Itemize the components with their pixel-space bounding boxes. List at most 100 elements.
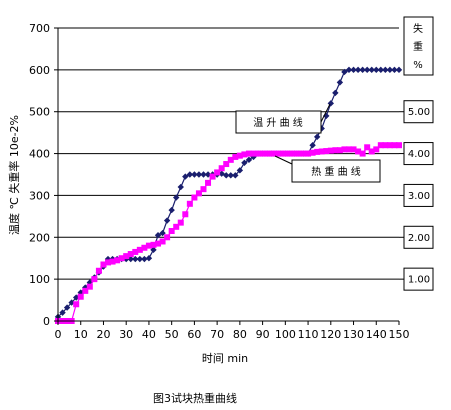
y-tick-label: 0 bbox=[43, 315, 50, 328]
weight_loss-point bbox=[164, 234, 171, 241]
weight-loss-callout-box bbox=[291, 159, 381, 183]
weight_loss-point bbox=[218, 165, 225, 172]
weight_loss-point bbox=[268, 150, 275, 157]
weight_loss-point bbox=[232, 153, 239, 160]
weight_loss-point bbox=[264, 150, 271, 157]
weight_loss-point bbox=[177, 219, 184, 226]
x-tick-label: 120 bbox=[320, 328, 341, 341]
x-tick-label: 90 bbox=[256, 328, 270, 341]
temperature-point bbox=[368, 66, 375, 74]
weight_loss-point bbox=[114, 257, 121, 264]
weight_loss-point bbox=[377, 142, 384, 149]
right-tick-box bbox=[403, 225, 434, 249]
weight_loss-point bbox=[336, 147, 343, 154]
temperature-point bbox=[382, 66, 389, 74]
x-tick-label: 70 bbox=[210, 328, 224, 341]
temperature-point bbox=[63, 304, 71, 311]
weight_loss-point bbox=[241, 151, 248, 158]
weight_loss-point bbox=[191, 194, 198, 201]
temperature-callout-label: 温 升 曲 线 bbox=[253, 116, 303, 129]
y-axis-left-label: 温度 ℃ 失重率 10e-2% bbox=[7, 115, 21, 235]
temperature-point bbox=[127, 255, 134, 263]
weight_loss-point bbox=[305, 150, 312, 157]
temperature-point bbox=[391, 66, 398, 74]
temperature-point bbox=[359, 66, 366, 74]
temperature-point bbox=[373, 66, 380, 74]
weight_loss-point bbox=[341, 146, 348, 153]
temperature-point bbox=[232, 172, 239, 179]
temperature-point bbox=[163, 217, 171, 224]
temperature-point bbox=[227, 172, 234, 179]
right-tick-label: 1.00 bbox=[408, 275, 430, 286]
temperature-point bbox=[336, 79, 344, 86]
weight_loss-point bbox=[368, 148, 375, 155]
temperature-point bbox=[236, 167, 244, 174]
weight_loss-point bbox=[159, 238, 166, 245]
weight_loss-point bbox=[214, 169, 221, 176]
weight_loss-point bbox=[273, 150, 280, 157]
x-axis-label: 时间 min bbox=[202, 352, 248, 365]
y-tick-label: 200 bbox=[29, 231, 50, 244]
weight_loss-point bbox=[141, 244, 148, 251]
weight_loss-point bbox=[209, 173, 216, 180]
temperature-point bbox=[350, 66, 357, 74]
weight_loss-point bbox=[150, 241, 157, 248]
weight_loss-point bbox=[205, 179, 212, 186]
temperature-point bbox=[341, 68, 348, 76]
temperature-point bbox=[182, 173, 189, 180]
weight_loss-point bbox=[327, 147, 334, 154]
x-tick-label: 110 bbox=[298, 328, 319, 341]
temperature-point bbox=[354, 66, 362, 74]
weight_loss-point bbox=[118, 255, 125, 262]
weight_loss-point bbox=[250, 150, 257, 157]
temperature-point bbox=[132, 255, 139, 263]
weight_loss-point bbox=[195, 190, 202, 197]
right-tick-label: 2.00 bbox=[408, 233, 430, 244]
weight_loss-point bbox=[359, 150, 366, 157]
y-tick-label: 500 bbox=[29, 106, 50, 119]
weight_loss-point bbox=[82, 287, 89, 294]
weight_loss-point bbox=[155, 240, 162, 247]
x-tick-label: 0 bbox=[55, 328, 62, 341]
weight_loss-point bbox=[314, 148, 321, 155]
temperature-point bbox=[377, 66, 385, 74]
right-axis-title-char: % bbox=[413, 60, 423, 71]
weight-loss-callout-pointer bbox=[274, 155, 293, 165]
weight_loss-point bbox=[236, 152, 243, 159]
x-tick-label: 30 bbox=[119, 328, 133, 341]
weight_loss-point bbox=[173, 223, 180, 230]
weight_loss-point bbox=[245, 150, 252, 157]
weight_loss-point bbox=[186, 200, 193, 207]
x-tick-label: 60 bbox=[187, 328, 201, 341]
weight_loss-point bbox=[295, 150, 302, 157]
temperature-point bbox=[136, 255, 144, 263]
weight_loss-point bbox=[355, 148, 362, 155]
temperature-point bbox=[145, 255, 153, 262]
temperature-point bbox=[177, 183, 184, 191]
temperature-point bbox=[363, 66, 371, 74]
weight-loss-callout-label: 热 重 曲 线 bbox=[311, 165, 361, 178]
weight_loss-point bbox=[123, 253, 130, 260]
weight_loss-point bbox=[323, 148, 330, 155]
temperature-point bbox=[386, 66, 394, 74]
weight_loss-point bbox=[309, 149, 316, 156]
y-tick-label: 400 bbox=[29, 148, 50, 161]
weight_loss-point bbox=[345, 146, 352, 153]
weight_loss-point bbox=[350, 146, 357, 153]
weight_loss-point bbox=[77, 293, 84, 300]
weight_loss-point bbox=[105, 259, 112, 266]
x-tick-label: 40 bbox=[142, 328, 156, 341]
weight_loss-point bbox=[259, 150, 266, 157]
right-axis-title-char: 失 bbox=[413, 22, 423, 35]
weight_loss-point bbox=[127, 251, 134, 258]
x-tick-label: 140 bbox=[366, 328, 387, 341]
temperature-line bbox=[57, 69, 399, 318]
y-tick-label: 100 bbox=[29, 273, 50, 286]
weight_loss-point bbox=[255, 150, 262, 157]
temperature-point bbox=[245, 156, 253, 164]
weight_loss-point bbox=[109, 258, 116, 265]
weight_loss-point bbox=[391, 142, 398, 149]
temperature-point bbox=[313, 133, 321, 141]
right-tick-label: 5.00 bbox=[408, 107, 430, 118]
